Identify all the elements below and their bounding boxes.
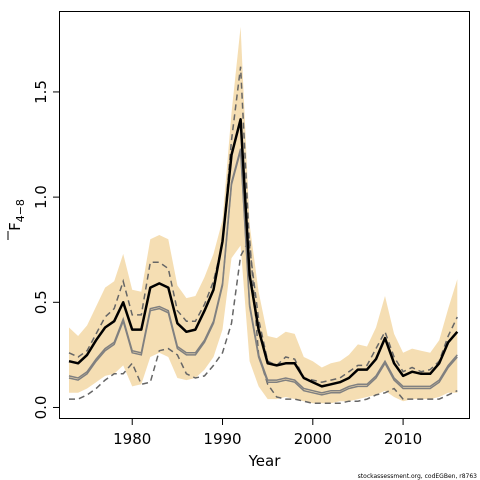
y-axis-title-subscript: 4−8 bbox=[14, 199, 27, 222]
credit-text: stockassessment.org, codEGBen, r8763 bbox=[358, 473, 478, 480]
x-tick-label-1980: 1980 bbox=[113, 430, 151, 448]
y-tick-label-1: 0.5 bbox=[32, 290, 50, 314]
inner-ci-lower-line bbox=[68, 150, 458, 396]
y-tick-label-2: 1.0 bbox=[32, 185, 50, 209]
x-axis-title: Year bbox=[248, 452, 282, 470]
upper-dashed-line bbox=[68, 66, 458, 383]
plot-frame bbox=[59, 11, 470, 419]
x-tick-label-2010: 2010 bbox=[384, 430, 422, 448]
y-axis-title-main: F bbox=[6, 222, 24, 231]
y-tick-label-0: 0.0 bbox=[32, 396, 50, 420]
estimate-line bbox=[68, 118, 459, 388]
y-axis-title: F4−8 bbox=[6, 199, 27, 240]
x-tick-label-1990: 1990 bbox=[203, 430, 241, 448]
svg-text:F4−8: F4−8 bbox=[6, 199, 27, 231]
axis-layer: 1980 1990 2000 2010 0.0 0.5 1.0 1.5 bbox=[32, 80, 422, 448]
y-tick-label-3: 1.5 bbox=[32, 80, 50, 104]
plot-layer bbox=[68, 26, 459, 405]
x-tick-label-2000: 2000 bbox=[294, 430, 332, 448]
